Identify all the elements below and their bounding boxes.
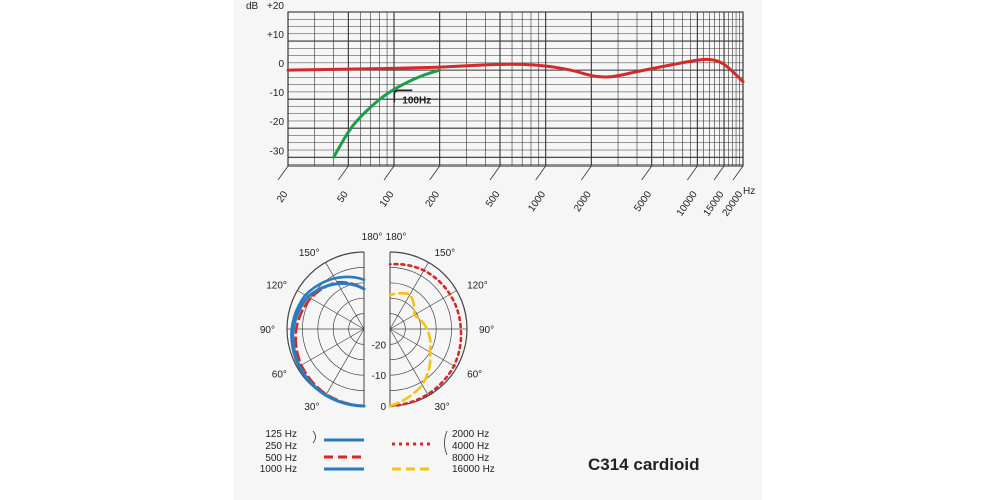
x-tick-label: 200 [424, 189, 443, 209]
y-tick-label: +20 [267, 1, 284, 12]
legend-label-right: 8000 Hz [452, 453, 489, 464]
legend-label-left: 250 Hz [265, 441, 297, 452]
legend-label-left: 125 Hz [265, 429, 297, 440]
polar-right-spoke [389, 262, 429, 330]
legend-label-right: 4000 Hz [452, 441, 489, 452]
polar-angle-label-left: 30° [304, 402, 319, 413]
polar-series [290, 262, 463, 408]
x-tick-label: 100 [378, 189, 397, 209]
legend-label-left: 1000 Hz [260, 464, 297, 475]
frequency-response-line [286, 57, 745, 84]
polar-angle-label-left: 60° [272, 370, 287, 381]
polar-right-spoke [389, 328, 457, 368]
polar-angle-label-left: 120° [266, 281, 287, 292]
polar-right-spoke [389, 290, 457, 330]
x-tick-label: 50 [335, 189, 351, 205]
x-tick-mark [429, 165, 440, 181]
x-tick-label: 20000 [720, 189, 745, 218]
polar-angle-label-right: 60° [467, 370, 482, 381]
polar-curve-250hz [290, 275, 366, 408]
polar-angle-label-left: 90° [260, 325, 275, 336]
polar-radial-label: -20 [372, 340, 387, 351]
x-tick-mark [535, 165, 547, 181]
x-tick-mark [383, 165, 395, 181]
polar-curve-16000hz [388, 292, 432, 408]
annotation-label: 100Hz [402, 95, 431, 106]
x-tick-label: 500 [484, 189, 503, 209]
frequency-response-grid [287, 11, 744, 167]
polar-angle-label-right: 30° [435, 402, 450, 413]
polar-angle-label-left: 150° [299, 248, 320, 259]
polar-right-spoke [389, 328, 429, 396]
low-cut-filter-symbol [393, 89, 413, 103]
legend-label-right: 2000 Hz [452, 429, 489, 440]
legend-brace-right [444, 430, 448, 456]
x-tick-mark [581, 165, 592, 181]
legend-label-left: 500 Hz [265, 453, 297, 464]
plot-frame [287, 11, 744, 167]
polar-left-spoke [325, 328, 365, 396]
polar-labels: 180° 180° 150° 150° 120° 120° 90° 90° 60° 60° 30° 3… [260, 232, 494, 413]
y-tick-label: 0 [278, 59, 284, 70]
x-tick-label: 10000 [675, 189, 700, 218]
frequency-response-annotation: 100Hz [393, 89, 431, 106]
model-label: C314 cardioid [588, 455, 700, 474]
polar-curve-2000hz [388, 262, 463, 408]
x-tick-label: 5000 [632, 189, 654, 214]
frequency-response-series [286, 57, 745, 159]
x-axis-label: Hz [743, 186, 755, 197]
legend-brace-left [312, 430, 316, 444]
x-tick-label: 1000 [526, 189, 548, 214]
polar-curve-1000hz [291, 281, 366, 408]
legend-label-right: 16000 Hz [452, 464, 495, 475]
x-tick-label: 2000 [572, 189, 594, 214]
x-tick-mark [277, 165, 289, 181]
x-tick-mark [732, 165, 744, 181]
x-tick-mark [489, 165, 501, 181]
polar-angle-label-right: 180° [386, 232, 407, 243]
y-tick-label: +10 [267, 30, 284, 41]
x-tick-mark [338, 165, 349, 181]
x-tick-label: 20 [275, 189, 291, 205]
x-tick-mark [713, 165, 725, 181]
low-cut-filter-line [332, 68, 442, 159]
polar-angle-label-right: 150° [435, 248, 456, 259]
y-tick-label: -30 [270, 146, 285, 157]
y-tick-label: -10 [270, 88, 285, 99]
polar-left-spoke [297, 328, 365, 368]
polar-angle-label-left: 180° [362, 232, 383, 243]
polar-radial-label: 0 [380, 402, 386, 413]
polar-radial-label: -10 [372, 371, 387, 382]
x-tick-mark [641, 165, 653, 181]
polar-angle-label-right: 120° [467, 281, 488, 292]
y-unit-label: dB [246, 1, 259, 12]
polar-angle-label-right: 90° [479, 325, 494, 336]
polar-left-spoke [325, 262, 365, 330]
x-tick-mark [687, 165, 698, 181]
y-tick-label: -20 [270, 117, 285, 128]
